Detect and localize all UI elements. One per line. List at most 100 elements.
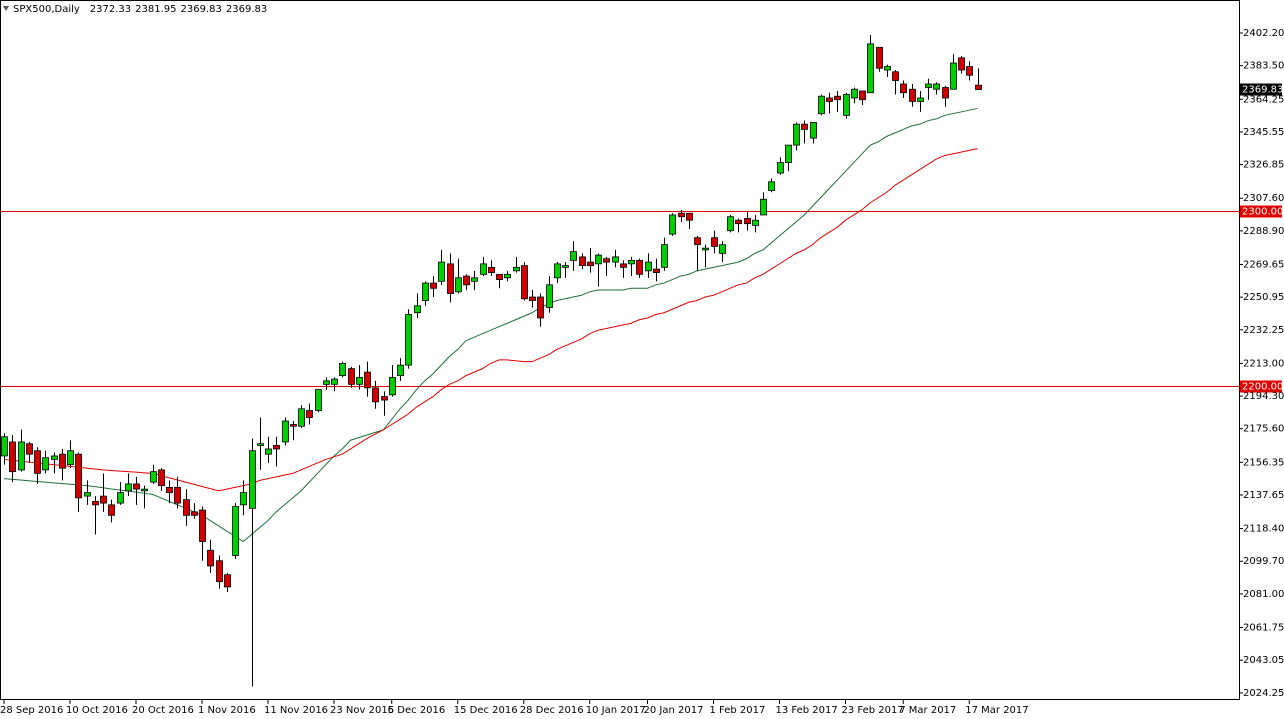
y-tick-label: 2194.30 [1243,391,1284,402]
header-icon [3,6,9,11]
x-tick-label: 23 Nov 2016 [330,705,394,716]
candle-body [785,144,792,163]
candle-body [455,277,462,293]
candle-body [67,450,74,466]
y-tick-label: 2364.25 [1243,94,1284,105]
candle-body [364,371,371,389]
y-tick-label: 2269.65 [1243,259,1284,270]
candle-body [306,410,313,418]
candle-body [323,380,330,385]
candle-body [579,256,586,267]
candle-body [422,282,429,301]
candle-body [232,506,239,556]
candle-body [900,83,907,94]
candle-body [257,443,264,446]
x-tick-label: 7 Mar 2017 [899,705,956,716]
candle-body [925,83,932,88]
candle-body [711,237,718,247]
header-high: 2381.95 [135,4,176,15]
x-tick-label: 13 Feb 2017 [776,705,838,716]
candle-body [414,305,421,314]
candle-body [678,212,685,218]
candle-body [645,261,652,272]
candle-body [793,123,800,146]
candle-body [719,244,726,254]
candle-body [867,43,874,94]
candle-body [942,87,949,99]
x-tick-label: 10 Oct 2016 [66,705,128,716]
candle-body [760,198,767,216]
candle-body [521,265,528,300]
candle-body [249,450,256,509]
candle-body [133,483,140,490]
y-tick-label: 2043.05 [1243,655,1284,666]
candle-body [744,218,751,225]
candle-body [834,95,841,101]
candle-body [966,66,973,76]
candle-body [612,256,619,263]
candle-body [843,94,850,116]
candle-body [430,282,437,289]
x-tick-label: 15 Dec 2016 [454,705,518,716]
candle-body [59,453,66,469]
candle-body [397,364,404,377]
y-tick-label: 2137.65 [1243,490,1284,501]
candle-body [1,436,8,457]
candle-body [265,448,272,455]
candle-body [851,88,858,99]
candle-body [801,123,808,130]
chart-title: SPX500,Daily [13,4,80,15]
candle-body [826,97,833,102]
x-tick-label: 20 Jan 2017 [644,705,704,716]
candle-body [199,509,206,542]
candle-body [108,504,115,516]
y-tick-label: 2081.00 [1243,589,1284,600]
candle-body [686,212,693,221]
candle-body [224,574,231,588]
y-tick-label: 2326.85 [1243,160,1284,171]
x-tick-label: 1 Feb 2017 [710,705,766,716]
candle-body [290,424,297,427]
candle-body [381,396,388,401]
moving-average-line [3,107,978,543]
candle-body [933,83,940,90]
candle-body [18,441,25,471]
candle-body [702,247,709,251]
candle-body [653,268,660,273]
candle-body [84,492,91,497]
candle-body [438,261,445,282]
candle-body [909,88,916,102]
level-label-box [1240,380,1282,393]
candle-body [562,265,569,268]
candle-body [42,457,49,471]
candle-body [389,376,396,396]
candle-body [117,492,124,504]
candle-body [150,471,157,483]
y-tick-label: 2213.00 [1243,358,1284,369]
plot-area [0,35,1239,687]
candle-body [917,97,924,102]
candle-body [892,71,899,81]
candle-body [240,492,247,506]
header-close: 2369.83 [226,4,267,15]
candle-body [876,46,883,69]
candle-body [158,469,165,487]
candle-body [92,500,99,506]
y-tick-label: 2250.95 [1243,292,1284,303]
candle-body [191,511,198,516]
candle-body [496,273,503,280]
candle-body [471,277,478,282]
x-tick-label: 17 Mar 2017 [965,705,1028,716]
price-label-box [1240,83,1282,96]
candle-body [339,362,346,377]
y-tick-label: 2307.60 [1243,193,1284,204]
candle-body [529,296,536,301]
candle-body [603,258,610,263]
candle-body [777,162,784,174]
candle-body [282,420,289,443]
candle-body [669,214,676,235]
candle-body [975,84,982,90]
candle-body [810,122,817,139]
